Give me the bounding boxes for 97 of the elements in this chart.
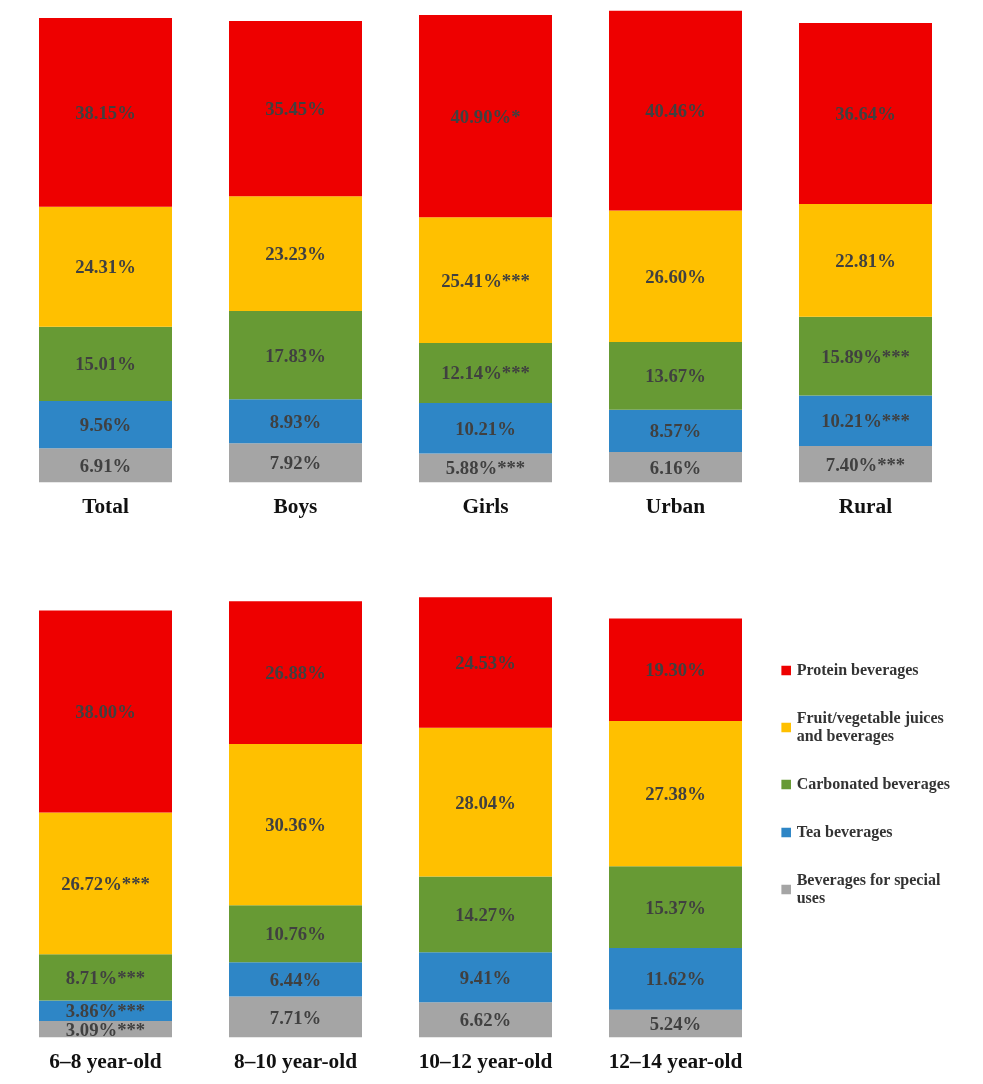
bar	[419, 402, 552, 454]
bar	[609, 10, 742, 211]
data-label: 9.56%	[79, 414, 132, 436]
bar	[419, 217, 552, 343]
data-label: 6.44%	[269, 968, 322, 990]
bar	[39, 812, 172, 955]
bar	[419, 597, 552, 728]
x-tick-label: 10–12 year-old	[418, 1048, 553, 1073]
data-label: 30.36%	[265, 814, 326, 836]
data-label: 10.21%***	[821, 410, 910, 432]
data-label: 19.30%	[645, 659, 706, 681]
bar	[229, 601, 362, 744]
data-label: 24.31%	[75, 256, 136, 278]
bar	[39, 401, 172, 449]
data-label: 23.23%	[265, 243, 326, 265]
data-label: 7.71%	[269, 1006, 322, 1028]
bar	[609, 618, 742, 721]
legend-label: Protein beverages	[796, 660, 919, 679]
bar	[609, 342, 742, 410]
legend-label: Tea beverages	[796, 822, 893, 841]
bar	[609, 866, 742, 948]
data-label: 10.76%	[265, 923, 326, 945]
bar	[229, 20, 362, 197]
data-label: 8.57%	[649, 420, 702, 442]
data-label: 5.24%	[649, 1013, 702, 1035]
bar	[799, 316, 932, 396]
bar	[229, 905, 362, 963]
x-tick-label: Girls	[462, 493, 509, 518]
x-tick-label: 12–14 year-old	[608, 1048, 743, 1073]
data-label: 9.41%	[459, 966, 512, 988]
data-label: 6.62%	[459, 1009, 512, 1031]
data-label: 26.60%	[645, 265, 706, 287]
x-tick-label: Boys	[273, 493, 318, 518]
bar	[419, 952, 552, 1003]
bar	[609, 452, 742, 483]
bar	[229, 962, 362, 997]
bar	[229, 443, 362, 483]
data-label: 27.38%	[645, 783, 706, 805]
bar	[229, 743, 362, 906]
bar	[609, 720, 742, 867]
data-label: 24.53%	[455, 652, 516, 674]
bar	[39, 18, 172, 207]
bar	[229, 399, 362, 444]
data-label: 10.21%	[455, 417, 516, 439]
data-label: 11.62%	[645, 968, 706, 990]
bar	[229, 311, 362, 400]
data-label: 22.81%	[835, 249, 896, 271]
x-tick-label: 8–10 year-old	[233, 1048, 358, 1073]
bar	[419, 727, 552, 877]
bar	[609, 210, 742, 343]
bar	[39, 954, 172, 1001]
bar	[799, 204, 932, 317]
legend-label: Beverages for special uses	[796, 870, 941, 907]
data-label: 8.71%***	[65, 966, 146, 988]
data-label: 26.88%	[265, 662, 326, 684]
legend-label: Carbonated beverages	[796, 774, 950, 793]
bar	[39, 206, 172, 327]
data-label: 17.83%	[265, 344, 326, 366]
data-label: 14.27%	[455, 903, 516, 925]
x-tick-label: 6–8 year-old	[49, 1048, 162, 1073]
data-label: 36.64%	[835, 102, 896, 124]
data-label: 6.16%	[649, 456, 702, 478]
bar	[39, 326, 172, 402]
data-label: 7.40%***	[825, 453, 906, 475]
data-label: 38.00%	[75, 701, 136, 722]
data-label: 15.37%	[645, 896, 706, 918]
bar	[229, 996, 362, 1038]
bar	[419, 342, 552, 403]
data-label: 8.93%	[269, 410, 322, 432]
data-label: 38.15%	[75, 101, 136, 123]
bar	[39, 448, 172, 483]
data-label: 5.88%***	[445, 457, 526, 479]
x-tick-label: Total	[82, 493, 129, 518]
data-label: 12.14%***	[441, 362, 530, 384]
bar	[609, 947, 742, 1010]
bar	[799, 395, 932, 446]
bar	[229, 196, 362, 312]
data-label: 15.01%	[75, 353, 136, 375]
data-label: 13.67%	[645, 365, 706, 387]
data-label: 26.72%***	[61, 872, 150, 894]
bar	[419, 1002, 552, 1038]
bar	[419, 876, 552, 953]
data-label: 40.46%	[645, 100, 706, 122]
data-label: 6.91%	[79, 454, 132, 476]
bar	[39, 610, 172, 813]
data-label: 28.04%	[455, 791, 516, 813]
legend-label: Fruit/vegetable juices and beverages	[796, 708, 944, 745]
data-label: 7.92%	[269, 452, 322, 474]
bar	[609, 409, 742, 453]
bar	[799, 22, 932, 205]
x-tick-label: Rural	[838, 493, 893, 518]
data-label: 40.90%*	[450, 105, 521, 127]
data-label: 25.41%***	[441, 269, 530, 291]
x-tick-label: Urban	[645, 493, 706, 518]
bar	[419, 15, 552, 218]
data-label: 35.45%	[265, 98, 326, 120]
data-label: 15.89%***	[821, 345, 910, 367]
